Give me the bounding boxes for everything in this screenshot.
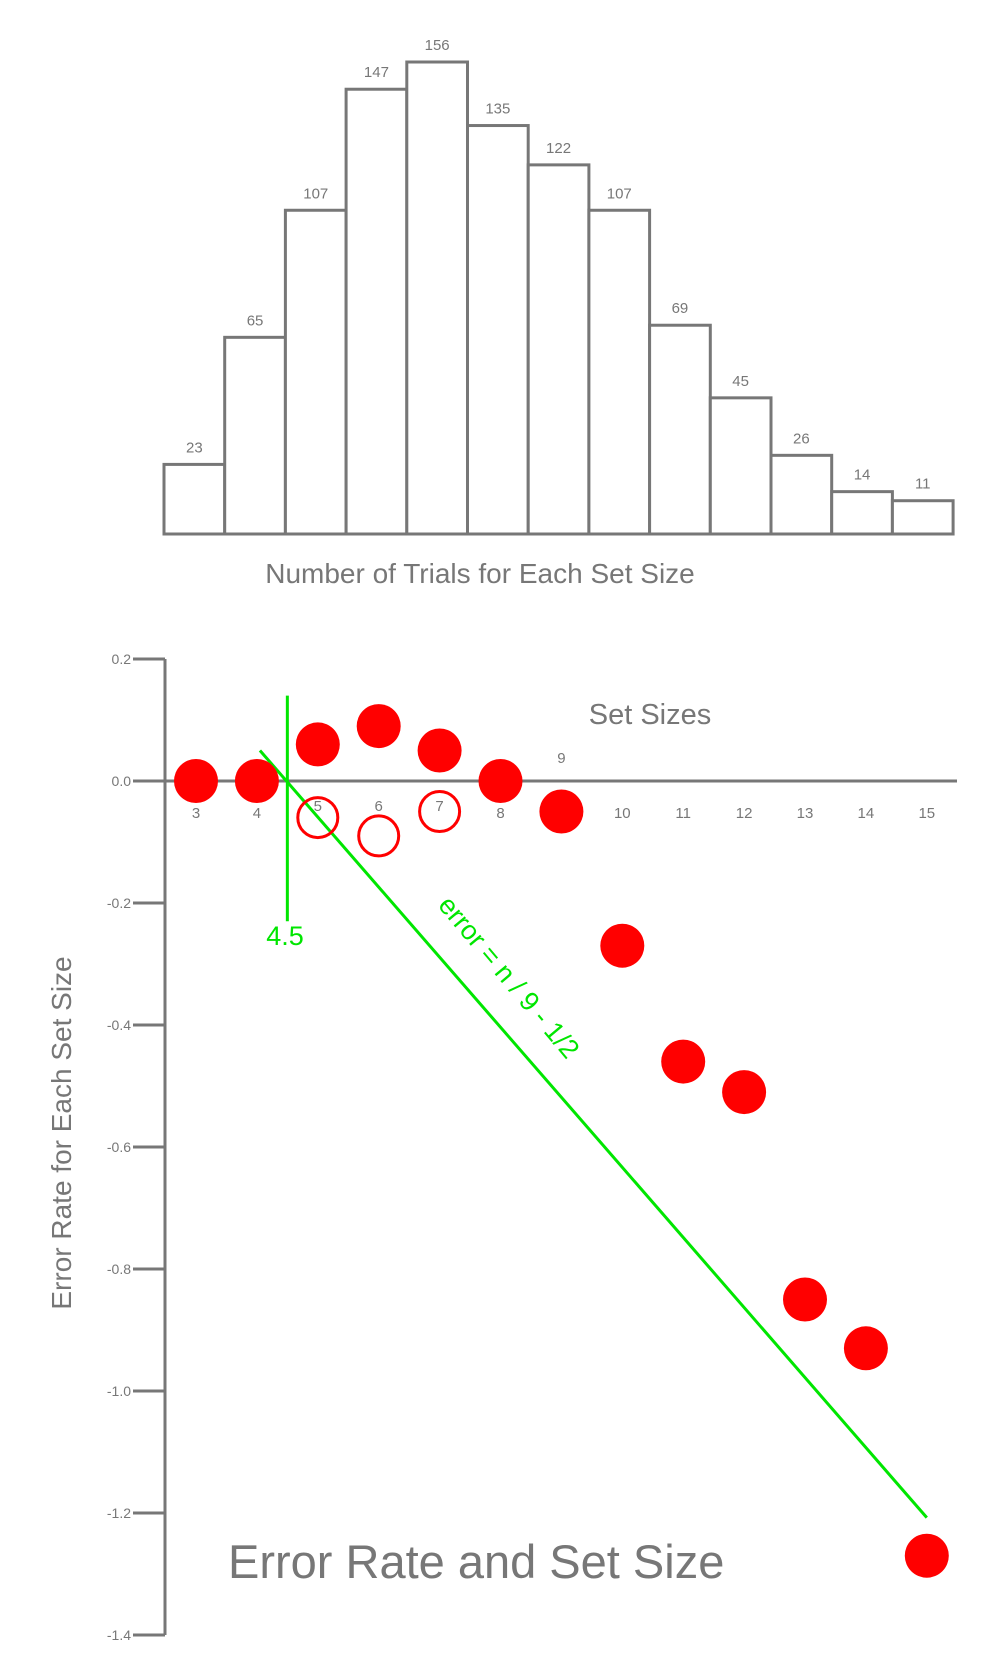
threshold-label: 4.5 <box>266 921 304 951</box>
x-tick-label: 5 <box>314 798 322 815</box>
bar-value-label: 147 <box>364 64 389 81</box>
histogram: 23 65 107 147 156 135 122 107 69 45 26 14 11 <box>162 37 955 536</box>
y-tick-label: -0.6 <box>107 1139 131 1155</box>
data-point-open <box>418 790 462 833</box>
data-point-filled <box>356 704 401 749</box>
bar-value-label: 14 <box>854 467 871 484</box>
x-tick-label: 13 <box>797 805 814 822</box>
x-axis-label: Set Sizes <box>589 699 712 731</box>
histogram-bar <box>830 490 894 536</box>
histogram-bar <box>162 462 227 536</box>
y-tick-label: -1.0 <box>107 1383 131 1399</box>
bar-value-label: 26 <box>793 430 810 447</box>
y-tick-label: -0.4 <box>107 1017 131 1033</box>
histogram-bar <box>587 208 652 536</box>
data-point-filled <box>539 789 584 834</box>
histogram-bar <box>708 396 773 536</box>
data-point-filled <box>295 722 340 767</box>
bar-value-label: 69 <box>672 300 689 317</box>
y-tick-label: -0.2 <box>107 895 131 911</box>
data-point-filled <box>722 1070 767 1115</box>
histogram-bar <box>526 163 591 536</box>
data-point-open <box>357 814 401 858</box>
y-tick-label: -1.2 <box>107 1505 131 1521</box>
histogram-title: Number of Trials for Each Set Size <box>265 558 695 589</box>
bar-value-label: 45 <box>732 373 749 390</box>
y-tick-label: -0.8 <box>107 1261 131 1277</box>
bar-value-label: 156 <box>425 37 450 54</box>
histogram-bar <box>890 499 955 536</box>
histogram-bar <box>283 208 348 536</box>
x-tick-label: 15 <box>918 805 935 822</box>
x-tick-label: 10 <box>614 805 631 822</box>
data-point-filled <box>478 759 523 803</box>
x-tick-label: 7 <box>435 798 443 815</box>
histogram-bar <box>405 60 469 536</box>
x-tick-label: 9 <box>557 750 565 767</box>
data-point-open <box>296 796 340 840</box>
x-tick-label: 12 <box>736 805 753 822</box>
data-point-filled <box>174 759 218 803</box>
bar-value-label: 122 <box>546 140 571 157</box>
bar-value-label: 23 <box>186 439 203 456</box>
bar-value-label: 65 <box>247 312 264 329</box>
scatter-plot: 0.2 0.0 -0.2 -0.4 -0.6 -0.8 -1.0 -1.2 -1.4 3 4 5 6 7 8… <box>107 651 957 1643</box>
data-point-filled <box>904 1533 949 1578</box>
data-point-filled <box>234 759 279 803</box>
fit-line <box>258 749 928 1519</box>
y-axis-label: Error Rate for Each Set Size <box>46 956 77 1309</box>
data-point-filled <box>783 1277 827 1322</box>
histogram-bar <box>769 453 834 536</box>
x-tick-label: 4 <box>253 805 261 822</box>
x-tick-label: 6 <box>375 798 383 815</box>
data-point-filled <box>661 1039 706 1084</box>
y-tick-label: -1.4 <box>107 1627 131 1643</box>
x-tick-label: 11 <box>675 805 691 822</box>
bar-value-label: 11 <box>915 476 931 493</box>
y-tick-label: 0.2 <box>112 651 132 667</box>
y-tick-label: 0.0 <box>112 773 132 789</box>
histogram-bar <box>344 87 409 536</box>
histogram-bar <box>466 124 530 536</box>
histogram-bar <box>223 335 287 536</box>
bar-value-label: 107 <box>607 185 632 202</box>
bar-value-label: 107 <box>303 185 328 202</box>
x-tick-label: 14 <box>858 805 875 822</box>
x-tick-label: 8 <box>496 805 504 822</box>
histogram-bar <box>648 323 712 536</box>
data-point-filled <box>843 1326 888 1371</box>
scatter-title: Error Rate and Set Size <box>228 1535 724 1588</box>
x-tick-label: 3 <box>192 805 200 822</box>
data-point-filled <box>417 728 462 773</box>
data-point-filled <box>600 923 645 968</box>
bar-value-label: 135 <box>485 101 510 118</box>
